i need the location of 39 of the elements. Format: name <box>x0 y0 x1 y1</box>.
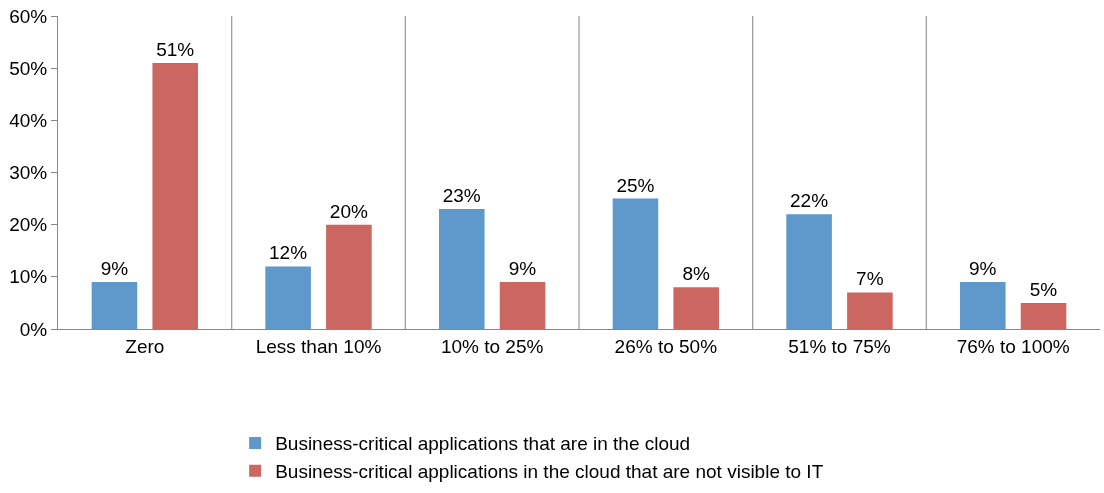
data-label: 9% <box>508 258 537 280</box>
legend-label: Business-critical applications in the cloud that are not visible to IT <box>275 461 824 483</box>
data-label: 12% <box>269 242 308 264</box>
bar <box>847 292 893 329</box>
bar <box>673 287 720 329</box>
data-label: 25% <box>616 174 655 196</box>
bar <box>1020 302 1067 329</box>
x-tick-label: Zero <box>125 335 165 357</box>
y-tick-label: 40% <box>9 109 48 131</box>
data-label: 51% <box>156 38 195 60</box>
data-label: 7% <box>856 268 884 290</box>
y-tick-label: 0% <box>19 318 48 340</box>
data-label: 9% <box>968 258 997 280</box>
data-label: 9% <box>100 258 129 280</box>
bar <box>786 214 832 329</box>
y-tick-label: 20% <box>9 214 48 236</box>
bar <box>265 266 311 329</box>
bar <box>326 224 372 329</box>
x-tick-label: 76% to 100% <box>956 335 1070 357</box>
y-tick-label: 50% <box>9 57 48 79</box>
data-label: 20% <box>329 200 368 222</box>
bar <box>438 209 485 329</box>
y-tick-label: 10% <box>9 266 48 288</box>
bar <box>612 198 659 329</box>
x-tick-label: 26% to 50% <box>614 335 718 357</box>
bar <box>959 282 1006 329</box>
x-tick-label: 10% to 25% <box>440 335 544 357</box>
legend-label: Business-critical applications that are in the cloud <box>275 433 691 455</box>
data-label: 8% <box>682 263 711 285</box>
y-tick-label: 30% <box>9 162 48 184</box>
x-tick-label: Less than 10% <box>255 335 382 357</box>
bar <box>499 282 546 329</box>
bar <box>152 62 199 329</box>
data-label: 5% <box>1029 278 1058 300</box>
data-label: 23% <box>442 185 481 207</box>
x-tick-label: 51% to 75% <box>788 335 891 357</box>
data-label: 22% <box>790 190 829 212</box>
bar <box>91 282 138 329</box>
y-tick-label: 60% <box>9 5 48 27</box>
